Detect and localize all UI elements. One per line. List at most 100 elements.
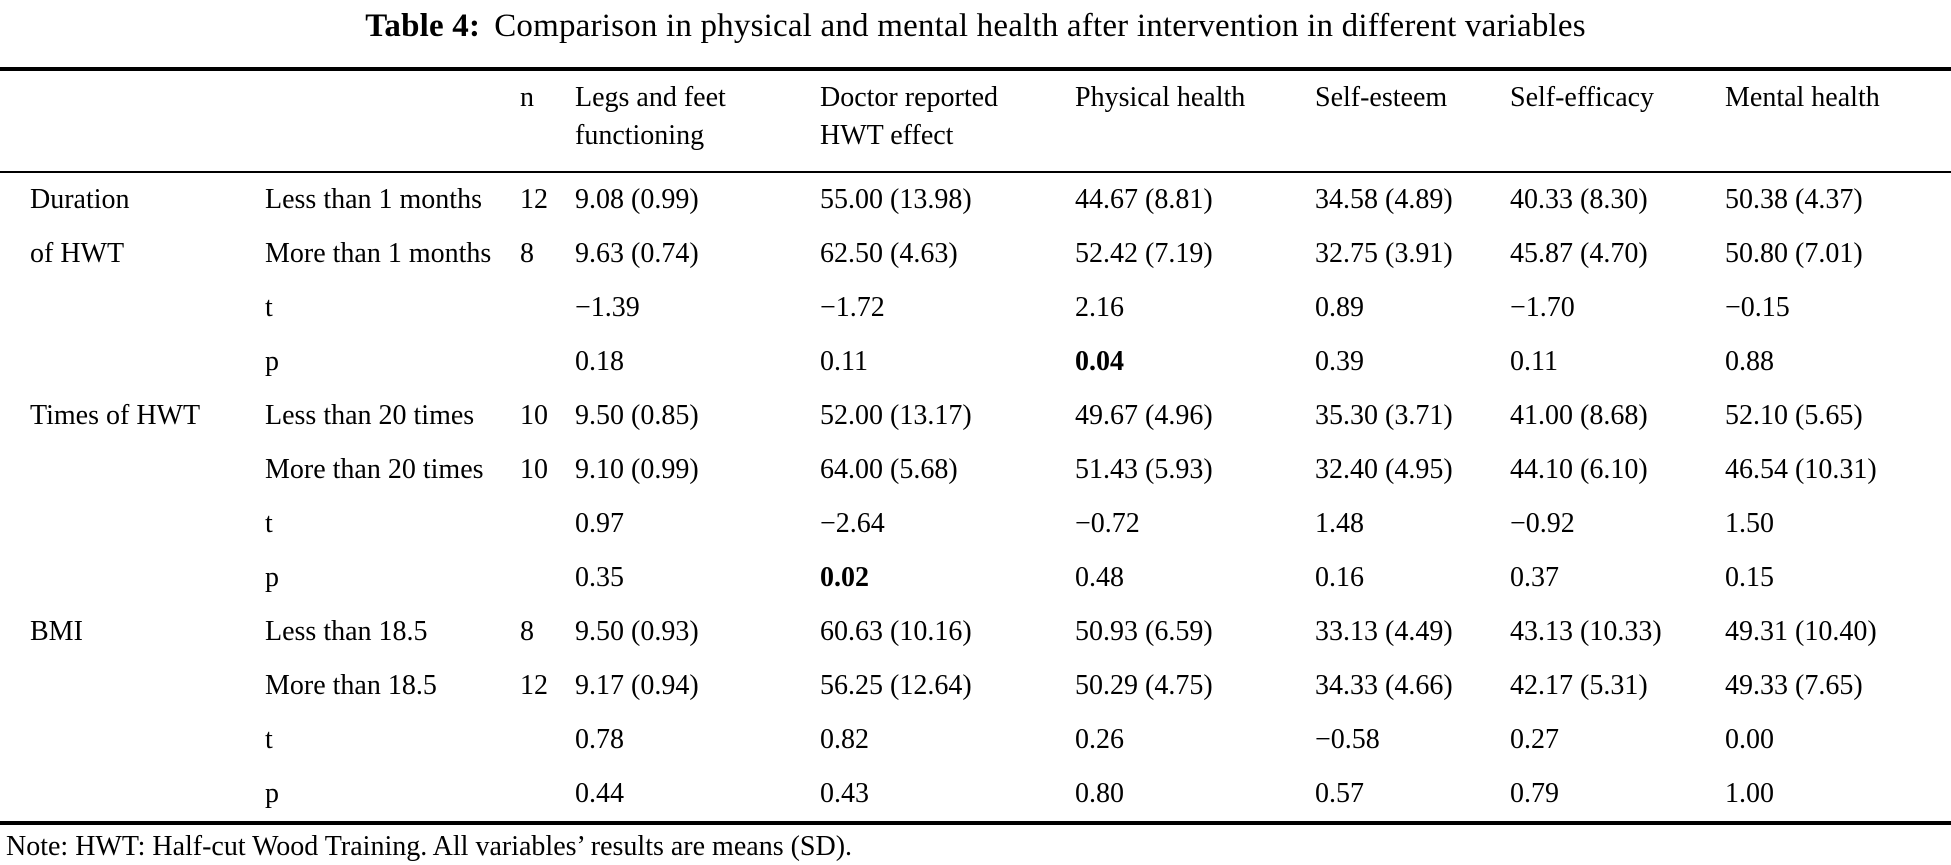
table-cell: 0.48	[1075, 562, 1124, 593]
table-cell: 0.89	[1315, 292, 1364, 323]
table-cell: 32.40 (4.95)	[1315, 454, 1453, 485]
table-cell: 9.63 (0.74)	[575, 238, 699, 269]
row-group-bmi: BMI	[30, 616, 83, 647]
table-cell: Less than 18.5	[265, 616, 428, 647]
table-cell: 0.26	[1075, 724, 1124, 755]
column-header-physical-health: Physical health	[1075, 82, 1246, 113]
table-cell: 8	[520, 238, 534, 269]
table-cell: 60.63 (10.16)	[820, 616, 972, 647]
table-cell: Less than 20 times	[265, 400, 475, 431]
table-row: More than 1 months 8 9.63 (0.74) 62.50 (…	[0, 227, 1951, 281]
table-row: p 0.44 0.43 0.80 0.57 0.79 1.00	[0, 767, 1951, 823]
table-cell	[520, 335, 575, 389]
table-cell: 1.48	[1315, 508, 1364, 539]
row-group-duration: Duration of HWT	[30, 184, 130, 269]
comparison-table: n Legs and feet functioning Doctor repor…	[0, 67, 1951, 825]
table-cell: 1.50	[1725, 508, 1774, 539]
table-cell: 34.58 (4.89)	[1315, 184, 1453, 215]
table-cell: 9.50 (0.85)	[575, 400, 699, 431]
table-cell: −0.72	[1075, 508, 1140, 539]
table-cell: 55.00 (13.98)	[820, 184, 972, 215]
table-cell: 0.27	[1510, 724, 1559, 755]
table-body: Duration of HWT Less than 1 months 12 9.…	[0, 172, 1951, 823]
table-row: More than 18.5 12 9.17 (0.94) 56.25 (12.…	[0, 659, 1951, 713]
column-header-level	[265, 69, 520, 172]
table-cell	[520, 281, 575, 335]
table-cell: 0.16	[1315, 562, 1364, 593]
table-cell: 49.33 (7.65)	[1725, 670, 1863, 701]
table-cell: 34.33 (4.66)	[1315, 670, 1453, 701]
table-cell: 0.80	[1075, 778, 1124, 809]
table-row: t 0.97 −2.64 −0.72 1.48 −0.92 1.50	[0, 497, 1951, 551]
table-cell: 50.38 (4.37)	[1725, 184, 1863, 215]
table-caption-label: Table 4:	[365, 8, 481, 44]
table-cell: 0.88	[1725, 346, 1774, 377]
table-cell: 32.75 (3.91)	[1315, 238, 1453, 269]
table-row: p 0.18 0.11 0.04 0.39 0.11 0.88	[0, 335, 1951, 389]
table-cell: 46.54 (10.31)	[1725, 454, 1877, 485]
table-cell: 2.16	[1075, 292, 1124, 323]
table-cell: More than 20 times	[265, 454, 484, 485]
table-caption-text: Comparison in physical and mental health…	[494, 8, 1586, 44]
table-cell: 0.35	[575, 562, 624, 593]
table-cell: 0.82	[820, 724, 869, 755]
table-cell: −0.15	[1725, 292, 1790, 323]
table-cell: More than 18.5	[265, 670, 437, 701]
column-header-mental-health: Mental health	[1725, 82, 1880, 113]
column-header-self-efficacy: Self-efficacy	[1510, 82, 1655, 113]
table-cell: 9.17 (0.94)	[575, 670, 699, 701]
table-cell: 0.11	[820, 346, 868, 377]
table-cell: 50.29 (4.75)	[1075, 670, 1213, 701]
table-cell: 0.15	[1725, 562, 1774, 593]
table-cell: p	[265, 778, 279, 809]
table-cell: 9.10 (0.99)	[575, 454, 699, 485]
table-row: Duration of HWT Less than 1 months 12 9.…	[0, 172, 1951, 269]
table-cell: −0.92	[1510, 508, 1575, 539]
table-cell: −1.72	[820, 292, 885, 323]
table-cell: 64.00 (5.68)	[820, 454, 958, 485]
table-cell: More than 1 months	[265, 238, 492, 269]
table-cell: 40.33 (8.30)	[1510, 184, 1648, 215]
column-header-doctor-reported: Doctor reported HWT effect	[820, 82, 999, 151]
table-cell: 56.25 (12.64)	[820, 670, 972, 701]
table-cell: 44.10 (6.10)	[1510, 454, 1648, 485]
table-cell: 50.80 (7.01)	[1725, 238, 1863, 269]
table-cell: 42.17 (5.31)	[1510, 670, 1648, 701]
table-cell: 0.78	[575, 724, 624, 755]
table-cell: −2.64	[820, 508, 885, 539]
table-cell: 0.97	[575, 508, 624, 539]
column-header-self-esteem: Self-esteem	[1315, 82, 1448, 113]
table-row: BMI Less than 18.5 8 9.50 (0.93) 60.63 (…	[0, 605, 1951, 659]
table-cell: 12	[520, 670, 548, 701]
table-cell: 52.00 (13.17)	[820, 400, 972, 431]
table-cell: 12	[520, 184, 548, 215]
table-cell: −1.39	[575, 292, 640, 323]
table-caption: Table 4: Comparison in physical and menta…	[0, 0, 1951, 67]
table-cell: 0.57	[1315, 778, 1364, 809]
row-group-times: Times of HWT	[30, 400, 201, 431]
table-cell: 33.13 (4.49)	[1315, 616, 1453, 647]
header-row: n Legs and feet functioning Doctor repor…	[0, 69, 1951, 172]
table-cell: 52.42 (7.19)	[1075, 238, 1213, 269]
table-footnote: Note: HWT: Half-cut Wood Training. All v…	[6, 831, 853, 862]
table-cell	[520, 767, 575, 823]
table-cell: 45.87 (4.70)	[1510, 238, 1648, 269]
table-cell: 52.10 (5.65)	[1725, 400, 1863, 431]
table-cell: −1.70	[1510, 292, 1575, 323]
table-cell	[520, 713, 575, 767]
column-header-n: n	[520, 82, 534, 113]
table-cell: 9.50 (0.93)	[575, 616, 699, 647]
table-cell-significant: 0.04	[1075, 346, 1124, 377]
table-cell: 0.00	[1725, 724, 1774, 755]
table-cell: 35.30 (3.71)	[1315, 400, 1453, 431]
table-row: p 0.35 0.02 0.48 0.16 0.37 0.15	[0, 551, 1951, 605]
table-row: t 0.78 0.82 0.26 −0.58 0.27 0.00	[0, 713, 1951, 767]
table-cell: 0.39	[1315, 346, 1364, 377]
table-cell: p	[265, 562, 279, 593]
table-cell: 41.00 (8.68)	[1510, 400, 1648, 431]
table-cell: 62.50 (4.63)	[820, 238, 958, 269]
table-cell: 0.44	[575, 778, 624, 809]
table-cell: Less than 1 months	[265, 184, 482, 215]
table-cell: 49.67 (4.96)	[1075, 400, 1213, 431]
